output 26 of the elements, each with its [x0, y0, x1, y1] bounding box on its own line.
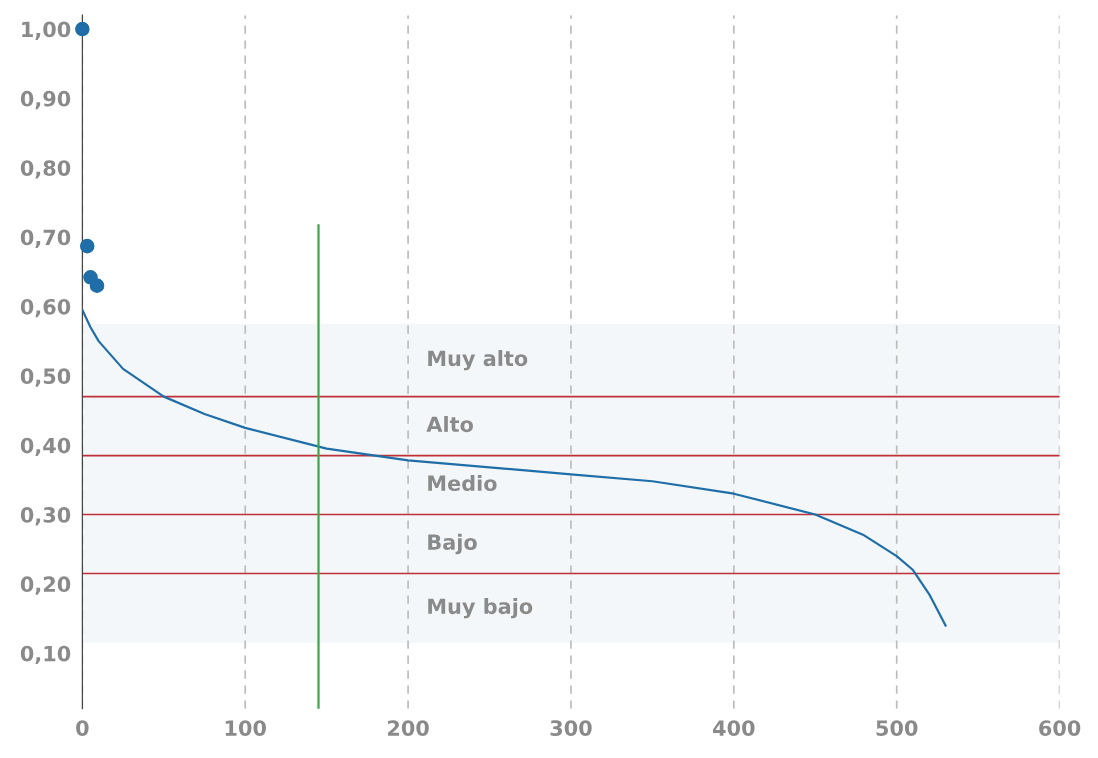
y-tick-label: 0,10: [20, 645, 71, 665]
line-series: [82, 308, 947, 627]
band-label: Muy alto: [428, 350, 528, 371]
y-tick-label: 0,80: [20, 160, 71, 179]
band-label: Bajo: [428, 533, 477, 555]
point: [79, 238, 95, 254]
point: [89, 278, 105, 293]
x-tick-label: 0: [76, 720, 89, 736]
band-label: Medio: [428, 474, 497, 492]
y-tick-label: 0,30: [20, 506, 71, 526]
y-tick-label: 0,60: [20, 298, 71, 318]
y-tick-label: 0,70: [20, 229, 71, 248]
x-tick-label: 300: [550, 720, 592, 736]
x-tick-label: 200: [387, 720, 429, 736]
y-tick-label: 0,40: [20, 437, 71, 457]
x-tick-label: 400: [713, 720, 755, 736]
band-label: Alto: [426, 416, 473, 433]
band-label: Muy bajo: [428, 598, 533, 619]
x-tick-label: 600: [1039, 720, 1081, 736]
y-tick-label: 0,90: [20, 90, 71, 110]
y-tick-label: 1,00: [22, 21, 71, 40]
point: [75, 21, 90, 37]
x-tick-label: 500: [876, 720, 918, 736]
y-tick-label: 0,20: [20, 576, 71, 595]
x-tick-label: 100: [225, 720, 266, 736]
y-tick-label: 0,50: [20, 368, 71, 387]
